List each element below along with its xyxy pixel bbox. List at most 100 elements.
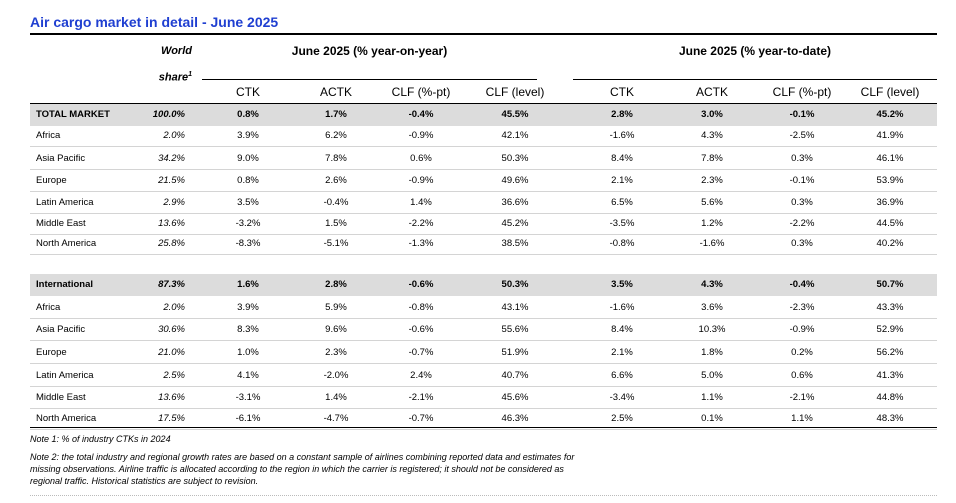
region-name: TOTAL MARKET <box>36 109 110 120</box>
table-row: International 87.3% 1.6% 2.8% -0.6% 50.3% 3.5%… <box>30 274 937 296</box>
table-cell: 3.9% <box>237 130 259 141</box>
world-share-value: 100.0% <box>152 109 185 120</box>
world-share-value: 30.6% <box>158 324 185 335</box>
table-cell: -2.3% <box>789 302 815 313</box>
table-cell: 41.3% <box>876 370 904 381</box>
world-share-value: 25.8% <box>158 238 185 249</box>
table-row: Asia Pacific 34.2% 9.0% 7.8% 0.6% 50.3% 8.4% 7.… <box>30 148 937 170</box>
table-cell: -0.4% <box>408 109 434 120</box>
title-rule <box>30 33 937 35</box>
table-cell: -2.2% <box>789 218 815 229</box>
table-cell: 2.3% <box>701 175 723 186</box>
table-cell: 50.3% <box>501 279 529 290</box>
table-cell: 43.1% <box>501 302 529 313</box>
table-cell: -0.9% <box>408 175 434 186</box>
table-cell: 4.3% <box>701 130 723 141</box>
table-row: Europe 21.0% 1.0% 2.3% -0.7% 51.9% 2.1% 1.8% 0.2… <box>30 342 937 364</box>
table-cell: 50.7% <box>876 279 904 290</box>
table-cell: -1.6% <box>609 302 635 313</box>
table-cell: -8.3% <box>235 238 261 249</box>
table-cell: -0.1% <box>789 109 815 120</box>
world-share-value: 2.9% <box>163 197 185 208</box>
table-row: North America 17.5% -6.1% -4.7% -0.7% 46.3% 2.… <box>30 408 937 430</box>
table-cell: 2.4% <box>410 370 432 381</box>
table-cell: 4.1% <box>237 370 259 381</box>
table-row: Africa 2.0% 3.9% 6.2% -0.9% 42.1% -1.6% 4.3% -2.… <box>30 125 937 147</box>
table-cell: 6.5% <box>611 197 633 208</box>
table-cell: -0.8% <box>609 238 635 249</box>
table-cell: 6.6% <box>611 370 633 381</box>
row-separator <box>30 169 937 170</box>
table-cell: 2.8% <box>325 279 347 290</box>
world-share-line1: World <box>161 45 192 57</box>
table-row: Middle East 13.6% -3.2% 1.5% -2.2% 45.2% -3.5%… <box>30 213 937 235</box>
world-share-line2: share1 <box>120 63 192 90</box>
world-share-value: 34.2% <box>158 153 185 164</box>
table-cell: 1.2% <box>701 218 723 229</box>
table-cell: -1.3% <box>408 238 434 249</box>
note-2: Note 2: the total industry and regional … <box>30 452 575 486</box>
table-cell: 42.1% <box>501 130 529 141</box>
world-share-value: 2.0% <box>163 302 185 313</box>
column-header: CLF (%-pt) <box>772 85 832 99</box>
row-separator <box>30 408 937 409</box>
table-cell: 2.8% <box>611 109 633 120</box>
table-cell: 2.1% <box>611 347 633 358</box>
table-cell: 49.6% <box>501 175 529 186</box>
table-cell: 2.6% <box>325 175 347 186</box>
region-name: North America <box>36 413 97 424</box>
table-cell: 5.6% <box>701 197 723 208</box>
table-cell: -0.9% <box>789 324 815 335</box>
table-cell: 0.1% <box>701 413 723 424</box>
table-cell: 46.1% <box>876 153 904 164</box>
world-share-value: 2.5% <box>163 370 185 381</box>
table-cell: 38.5% <box>501 238 529 249</box>
table-cell: 45.5% <box>501 109 529 120</box>
header-bottom-rule <box>30 103 937 104</box>
table-cell: -3.2% <box>235 218 261 229</box>
region-name: Asia Pacific <box>36 153 86 164</box>
table-cell: 46.3% <box>501 413 529 424</box>
column-header: CTK <box>236 85 260 99</box>
table-cell: 2.5% <box>611 413 633 424</box>
table-cell: -0.8% <box>408 302 434 313</box>
table-cell: 45.2% <box>876 109 904 120</box>
table-cell: 8.4% <box>611 153 633 164</box>
table-cell: 4.3% <box>701 279 723 290</box>
table-cell: 53.9% <box>876 175 904 186</box>
table-cell: 45.2% <box>501 218 529 229</box>
table-cell: 48.3% <box>876 413 904 424</box>
table-cell: 44.8% <box>876 392 904 403</box>
table-cell: 8.3% <box>237 324 259 335</box>
column-header: CLF (%-pt) <box>391 85 451 99</box>
region-name: Latin America <box>36 370 94 381</box>
world-share-value: 21.5% <box>158 175 185 186</box>
row-separator <box>30 429 937 430</box>
table-cell: -0.7% <box>408 347 434 358</box>
region-name: Europe <box>36 175 67 186</box>
table-cell: 1.5% <box>325 218 347 229</box>
table-cell: 6.2% <box>325 130 347 141</box>
table-cell: 43.3% <box>876 302 904 313</box>
table-cell: 3.6% <box>701 302 723 313</box>
table-cell: 2.3% <box>325 347 347 358</box>
region-name: Europe <box>36 347 67 358</box>
table-cell: 1.0% <box>237 347 259 358</box>
page-edge-dots <box>30 495 937 496</box>
table-cell: 0.3% <box>791 197 813 208</box>
table-cell: 3.0% <box>701 109 723 120</box>
table-cell: -0.6% <box>408 324 434 335</box>
region-name: Latin America <box>36 197 94 208</box>
table-cell: 3.9% <box>237 302 259 313</box>
table-cell: -2.1% <box>408 392 434 403</box>
row-separator <box>30 386 937 387</box>
table-cell: 40.7% <box>501 370 529 381</box>
table-cell: 0.6% <box>791 370 813 381</box>
table-cell: 7.8% <box>325 153 347 164</box>
table-cell: 0.6% <box>410 153 432 164</box>
table-cell: -2.2% <box>408 218 434 229</box>
table-cell: 1.6% <box>237 279 259 290</box>
table-cell: -1.6% <box>609 130 635 141</box>
table-row: Latin America 2.9% 3.5% -0.4% 1.4% 36.6% 6.5% 5… <box>30 192 937 214</box>
table-row: TOTAL MARKET 100.0% 0.8% 1.7% -0.4% 45.5% 2.8%… <box>30 104 937 126</box>
